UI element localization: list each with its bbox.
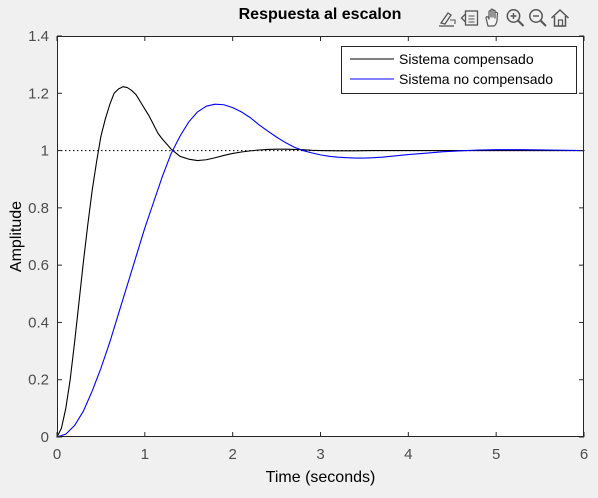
- pan-icon: [485, 8, 499, 27]
- series-line-2[interactable]: [56, 103, 585, 438]
- legend-label-2: Sistema no compensado: [399, 71, 553, 87]
- brush-button[interactable]: Brush: [437, 7, 458, 28]
- x-tick-label: 0: [53, 446, 61, 463]
- zoom-in-button[interactable]: Zoom in: [505, 7, 526, 28]
- x-tick-label: 2: [228, 446, 236, 463]
- axes-toolbar: BrushData tipsPanZoom inZoom outRestore …: [437, 7, 571, 28]
- chart-title: Respuesta al escalon: [239, 6, 402, 23]
- x-tick-label: 6: [580, 446, 588, 463]
- y-tick-label: 1.2: [28, 85, 49, 102]
- x-tick-label: 4: [404, 446, 412, 463]
- series-line-1[interactable]: [56, 86, 585, 438]
- x-tick-label: 1: [141, 446, 149, 463]
- home-button[interactable]: Restore view: [550, 7, 571, 28]
- y-tick-label: 0.2: [28, 372, 49, 389]
- pan-button[interactable]: Pan: [482, 7, 503, 28]
- zoom-out-icon: [529, 9, 547, 27]
- zoom-in-icon: [506, 9, 525, 27]
- home-icon: [550, 8, 570, 27]
- x-tick-label: 5: [492, 446, 500, 463]
- y-tick-label: 0.6: [28, 257, 49, 274]
- y-axis-label: Amplitude: [8, 201, 25, 272]
- plot-area[interactable]: [57, 36, 584, 437]
- zoom-out-button[interactable]: Zoom out: [527, 7, 548, 28]
- data-tips-button[interactable]: Data tips: [460, 7, 481, 28]
- x-tick-label: 3: [316, 446, 324, 463]
- legend[interactable]: Sistema compensado Sistema no compensado: [341, 46, 577, 94]
- brush-icon: [439, 12, 456, 27]
- y-tick-label: 1: [41, 143, 49, 160]
- data-tips-icon: [460, 10, 479, 26]
- x-axis-label: Time (seconds): [266, 469, 376, 486]
- y-tick-label: 1.4: [28, 28, 49, 45]
- y-tick-label: 0: [41, 429, 49, 446]
- legend-box: [341, 46, 577, 94]
- y-tick-label: 0.4: [28, 314, 49, 331]
- y-tick-label: 0.8: [28, 200, 49, 217]
- legend-label-1: Sistema compensado: [399, 51, 534, 67]
